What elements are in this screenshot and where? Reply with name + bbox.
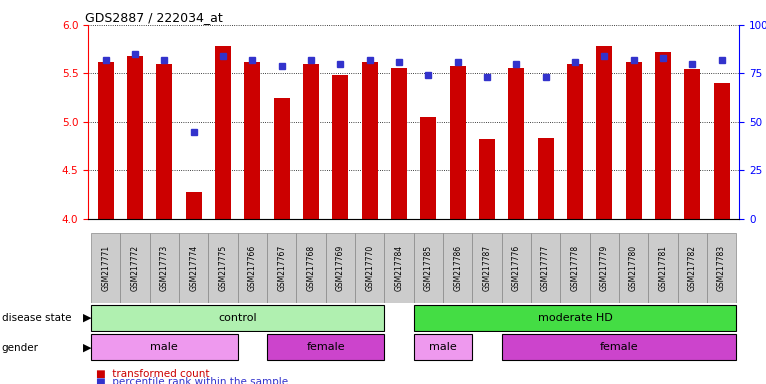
Text: ■  percentile rank within the sample: ■ percentile rank within the sample xyxy=(96,377,288,384)
Bar xyxy=(596,46,612,219)
Text: male: male xyxy=(150,342,178,353)
FancyBboxPatch shape xyxy=(648,233,678,303)
Bar xyxy=(626,62,642,219)
FancyBboxPatch shape xyxy=(678,233,707,303)
Text: female: female xyxy=(306,342,345,353)
Text: GSM217784: GSM217784 xyxy=(394,245,404,291)
Bar xyxy=(127,56,143,219)
FancyBboxPatch shape xyxy=(414,334,473,360)
Text: GSM217779: GSM217779 xyxy=(600,245,609,291)
Bar xyxy=(713,83,730,219)
Bar xyxy=(538,138,554,219)
Text: GSM217785: GSM217785 xyxy=(424,245,433,291)
FancyBboxPatch shape xyxy=(560,233,590,303)
FancyBboxPatch shape xyxy=(707,233,736,303)
FancyBboxPatch shape xyxy=(91,305,385,331)
Bar xyxy=(391,68,407,219)
Text: GSM217777: GSM217777 xyxy=(541,245,550,291)
Text: GSM217775: GSM217775 xyxy=(218,245,228,291)
FancyBboxPatch shape xyxy=(414,305,736,331)
Bar xyxy=(421,117,437,219)
Bar xyxy=(273,98,290,219)
Text: GSM217771: GSM217771 xyxy=(101,245,110,291)
Text: female: female xyxy=(600,342,638,353)
Bar xyxy=(185,192,201,219)
Text: GSM217766: GSM217766 xyxy=(248,245,257,291)
Text: GSM217774: GSM217774 xyxy=(189,245,198,291)
Text: GSM217776: GSM217776 xyxy=(512,245,521,291)
FancyBboxPatch shape xyxy=(179,233,208,303)
FancyBboxPatch shape xyxy=(619,233,648,303)
Bar xyxy=(362,62,378,219)
FancyBboxPatch shape xyxy=(149,233,179,303)
FancyBboxPatch shape xyxy=(267,334,385,360)
Text: GSM217769: GSM217769 xyxy=(336,245,345,291)
Text: GSM217773: GSM217773 xyxy=(160,245,169,291)
Text: GSM217787: GSM217787 xyxy=(483,245,492,291)
Text: GSM217781: GSM217781 xyxy=(659,245,667,291)
Text: GSM217768: GSM217768 xyxy=(306,245,316,291)
Text: ▶: ▶ xyxy=(83,313,91,323)
Text: ▶: ▶ xyxy=(83,343,91,353)
Bar xyxy=(479,139,495,219)
FancyBboxPatch shape xyxy=(502,334,736,360)
Bar xyxy=(655,52,671,219)
FancyBboxPatch shape xyxy=(531,233,560,303)
Bar xyxy=(156,64,172,219)
Text: moderate HD: moderate HD xyxy=(538,313,612,323)
Text: GSM217786: GSM217786 xyxy=(453,245,462,291)
FancyBboxPatch shape xyxy=(385,233,414,303)
Bar xyxy=(215,46,231,219)
Text: disease state: disease state xyxy=(2,313,71,323)
FancyBboxPatch shape xyxy=(590,233,619,303)
Bar xyxy=(450,66,466,219)
Text: GSM217780: GSM217780 xyxy=(629,245,638,291)
FancyBboxPatch shape xyxy=(355,233,385,303)
Bar xyxy=(567,64,583,219)
Bar xyxy=(684,69,700,219)
Text: GSM217770: GSM217770 xyxy=(365,245,374,291)
FancyBboxPatch shape xyxy=(443,233,473,303)
FancyBboxPatch shape xyxy=(208,233,237,303)
FancyBboxPatch shape xyxy=(414,233,443,303)
FancyBboxPatch shape xyxy=(296,233,326,303)
FancyBboxPatch shape xyxy=(502,233,531,303)
Bar xyxy=(303,64,319,219)
Text: GSM217772: GSM217772 xyxy=(130,245,139,291)
FancyBboxPatch shape xyxy=(473,233,502,303)
FancyBboxPatch shape xyxy=(326,233,355,303)
FancyBboxPatch shape xyxy=(267,233,296,303)
Bar xyxy=(508,68,525,219)
Bar xyxy=(97,62,114,219)
Text: GDS2887 / 222034_at: GDS2887 / 222034_at xyxy=(85,11,223,24)
Text: GSM217782: GSM217782 xyxy=(688,245,697,291)
Text: control: control xyxy=(218,313,257,323)
FancyBboxPatch shape xyxy=(120,233,149,303)
Bar xyxy=(244,62,260,219)
Text: GSM217767: GSM217767 xyxy=(277,245,286,291)
Text: GSM217783: GSM217783 xyxy=(717,245,726,291)
Text: ■  transformed count: ■ transformed count xyxy=(96,369,209,379)
Text: GSM217778: GSM217778 xyxy=(571,245,579,291)
Text: male: male xyxy=(429,342,457,353)
FancyBboxPatch shape xyxy=(91,334,237,360)
Text: gender: gender xyxy=(2,343,38,353)
Bar xyxy=(332,75,349,219)
FancyBboxPatch shape xyxy=(237,233,267,303)
FancyBboxPatch shape xyxy=(91,233,120,303)
